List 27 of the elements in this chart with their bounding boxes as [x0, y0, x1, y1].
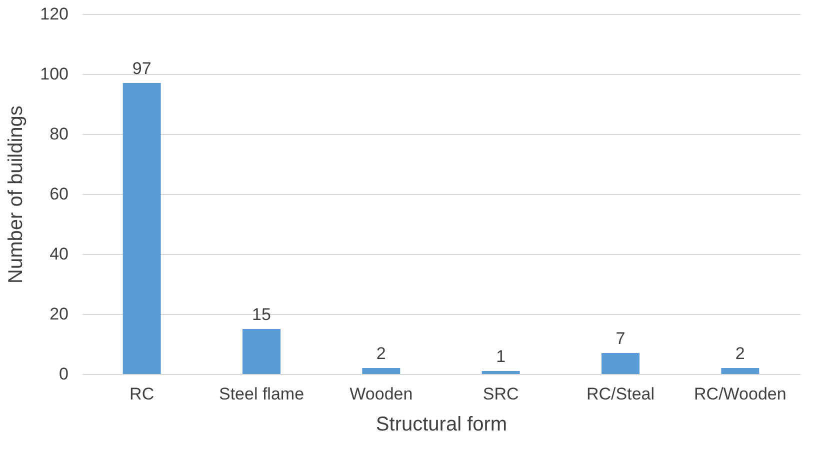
y-tick-label: 20	[50, 304, 68, 324]
y-axis-title: Number of buildings	[5, 106, 28, 284]
bar	[721, 368, 760, 374]
x-tick-label: RC/Wooden	[694, 384, 786, 404]
y-tick-label: 0	[59, 364, 68, 384]
x-tick-label: Wooden	[350, 384, 413, 404]
y-tick-label: 40	[50, 244, 68, 264]
bar	[122, 83, 161, 374]
data-label: 15	[252, 305, 271, 324]
data-label: 2	[735, 344, 745, 363]
x-tick-label: Steel flame	[218, 384, 304, 404]
bar	[602, 353, 640, 374]
data-label: 7	[616, 329, 626, 348]
x-axis-title: Structural form	[376, 414, 508, 436]
data-label: 97	[132, 59, 152, 78]
bar	[362, 368, 400, 374]
data-label: 2	[376, 344, 386, 363]
x-tick-label: RC/Steal	[586, 384, 655, 404]
x-tick-label: RC	[130, 384, 154, 404]
y-tick-label: 60	[50, 184, 68, 204]
data-label: 1	[496, 347, 506, 366]
y-tick-label: 100	[40, 64, 68, 84]
y-tick-label: 120	[40, 4, 68, 24]
bar	[482, 371, 520, 374]
y-tick-label: 80	[50, 124, 68, 144]
bar	[242, 329, 280, 374]
x-tick-label: SRC	[482, 384, 519, 404]
